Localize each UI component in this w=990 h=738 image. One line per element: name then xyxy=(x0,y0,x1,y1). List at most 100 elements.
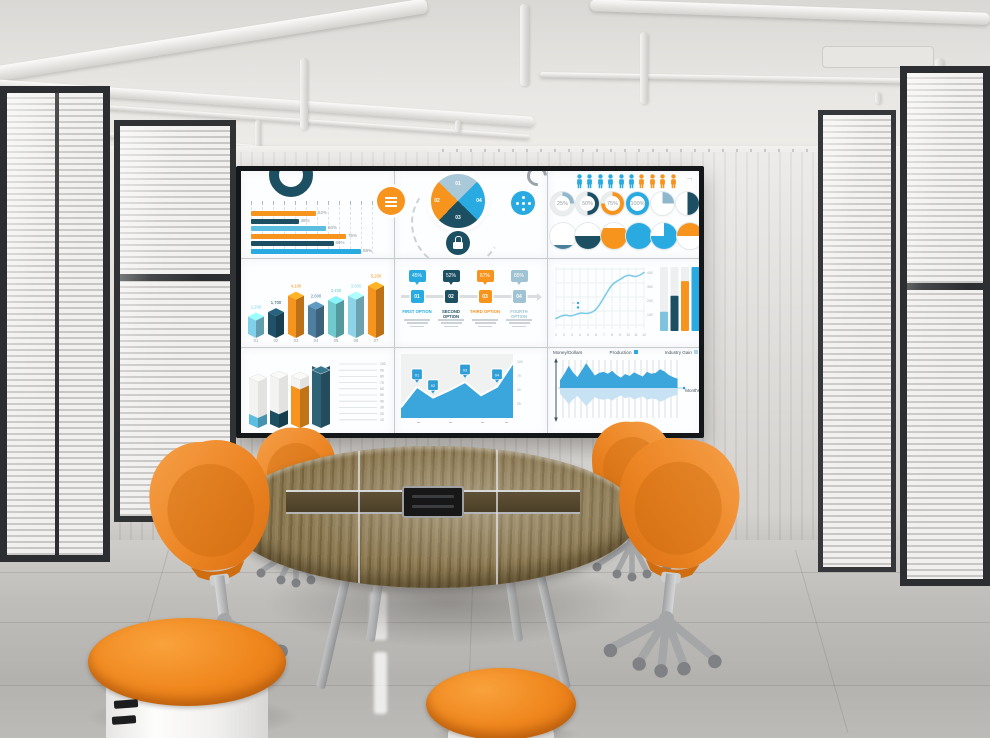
svg-text:04: 04 xyxy=(495,372,500,377)
caption-line xyxy=(506,319,532,321)
svg-text:9: 9 xyxy=(619,333,621,337)
chart-canvas xyxy=(554,358,686,422)
svg-text:300: 300 xyxy=(647,285,653,289)
timeline-bar xyxy=(401,295,537,298)
lock-badge xyxy=(446,231,470,255)
bubble-tail xyxy=(483,282,487,285)
wall-panel-bottom-center: 01 02 03 04 100 75 50 25 xyxy=(395,348,547,433)
svg-text:6: 6 xyxy=(595,333,597,337)
axis-tick xyxy=(306,201,307,205)
option-label: FIRST OPTION xyxy=(402,309,432,314)
axis-tick xyxy=(273,201,274,205)
svg-text:01: 01 xyxy=(254,338,259,343)
svg-text:01: 01 xyxy=(415,372,420,377)
glass-partition-left xyxy=(0,86,240,564)
chart-canvas xyxy=(660,174,666,189)
ceiling-drop-pipe xyxy=(300,58,308,130)
svg-text:11: 11 xyxy=(634,333,638,337)
bar xyxy=(251,249,361,254)
wall-panel-bottom-right: Money/Dollars Production Industry Gain M… xyxy=(548,348,699,433)
ring-value: 75% xyxy=(606,200,618,207)
ceiling-drop-pipe xyxy=(255,120,261,160)
sprinkler xyxy=(455,120,461,132)
chart-canvas xyxy=(629,174,634,189)
arrow-icon: → xyxy=(685,172,694,182)
axis-tick xyxy=(339,201,340,205)
legend-label: Production xyxy=(609,350,632,355)
progress-ring xyxy=(676,192,699,215)
caption-line xyxy=(508,322,530,324)
cubby-slot xyxy=(412,495,454,498)
glass-pane xyxy=(900,66,990,586)
progress-ring: 25% xyxy=(551,192,574,215)
axis-tick xyxy=(317,201,318,205)
svg-text:40: 40 xyxy=(380,399,384,403)
chart-canvas xyxy=(670,174,676,189)
fill-circle xyxy=(600,223,627,249)
glass-partition-right xyxy=(818,66,990,586)
svg-text:5,200: 5,200 xyxy=(371,274,382,279)
chart-canvas xyxy=(639,174,645,189)
legend-swatch xyxy=(633,350,638,354)
axis-tick xyxy=(328,201,329,205)
bar xyxy=(251,211,316,216)
svg-text:5: 5 xyxy=(587,333,589,337)
chart-canvas xyxy=(587,174,593,189)
caption-line xyxy=(440,322,462,324)
bar xyxy=(251,218,299,224)
stool-cushion xyxy=(88,618,286,706)
svg-text:12: 12 xyxy=(642,333,646,337)
svg-text:1,200: 1,200 xyxy=(251,305,262,310)
axis-tick xyxy=(251,201,252,205)
svg-text:400: 400 xyxy=(647,271,653,275)
chart-canvas: 100 90 80 70 60 50 40 30 20 10 xyxy=(248,362,386,428)
tile-seam xyxy=(0,622,990,623)
option-number: 01 xyxy=(410,290,424,303)
percent-bubble: 45% xyxy=(408,270,426,282)
option-number: 04 xyxy=(512,290,526,303)
svg-text:03: 03 xyxy=(463,368,468,373)
svg-text:02: 02 xyxy=(431,383,436,388)
svg-text:25: 25 xyxy=(517,402,521,406)
bar-label: 38% xyxy=(300,217,310,223)
chart-canvas xyxy=(649,174,655,189)
svg-text:75: 75 xyxy=(517,374,521,378)
caption-line xyxy=(444,325,458,328)
lock-icon-shackle xyxy=(454,236,462,242)
axis-tick xyxy=(284,201,285,205)
bubble-tail xyxy=(517,282,521,285)
svg-text:10: 10 xyxy=(380,418,384,422)
chart-canvas xyxy=(608,174,614,189)
svg-text:3,400: 3,400 xyxy=(331,288,342,293)
chart-canvas: 1,200 01 1,700 02 4,100 03 2,600 04 3,400 05 3,900… xyxy=(248,274,384,343)
option-number: 02 xyxy=(444,290,458,303)
svg-text:80: 80 xyxy=(380,375,384,379)
dot-pattern xyxy=(521,201,525,205)
glass-sheen xyxy=(907,73,983,579)
glass-sheen xyxy=(823,115,891,567)
svg-text:1,700: 1,700 xyxy=(271,300,282,305)
video-wall-grid: 52% 38% 60% 76% 66% 88% 01 04 03 02 → 25% 50% 75% 10… xyxy=(241,171,699,433)
svg-text:4,100: 4,100 xyxy=(291,284,302,289)
bar-label: 76% xyxy=(348,232,358,238)
wall-panel-top-left: 52% 38% 60% 76% 66% 88% xyxy=(241,171,394,258)
svg-text:200: 200 xyxy=(647,299,653,303)
svg-text:04: 04 xyxy=(314,338,319,343)
ring-hole xyxy=(605,196,620,211)
progress-ring: 50% xyxy=(576,192,599,215)
glass-sheen xyxy=(7,93,103,555)
chart-legend: Money/Dollars Production Industry Gain xyxy=(553,350,698,355)
wall-panel-top-center: 01 04 03 02 xyxy=(395,171,547,258)
axis-tick xyxy=(361,201,362,205)
stool-label-slot xyxy=(113,699,139,709)
progress-ring xyxy=(651,192,674,215)
option-number: 03 xyxy=(478,290,492,303)
percent-bubble: 67% xyxy=(476,270,494,282)
progress-ring: 100% xyxy=(626,192,649,215)
chart-canvas xyxy=(597,174,603,189)
svg-text:50: 50 xyxy=(380,393,384,397)
svg-text:1: 1 xyxy=(555,333,557,337)
bar-label: 88% xyxy=(363,248,373,253)
legend-item: Money/Dollars xyxy=(553,350,582,355)
